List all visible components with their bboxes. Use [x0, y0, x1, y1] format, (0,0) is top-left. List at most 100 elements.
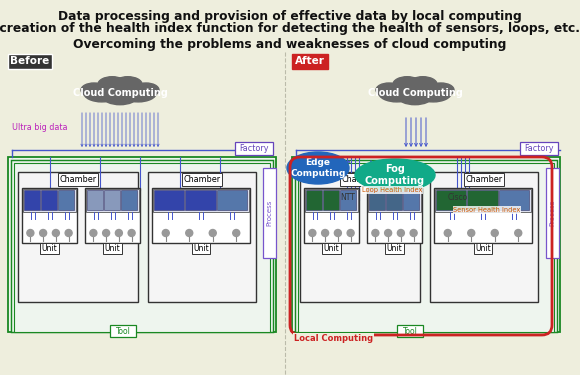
- Ellipse shape: [98, 77, 126, 92]
- Bar: [340, 190, 356, 210]
- Bar: [434, 188, 532, 243]
- Circle shape: [335, 230, 342, 237]
- Bar: [217, 190, 247, 210]
- Bar: [304, 188, 359, 243]
- Text: Overcoming the problems and weaknesses of cloud computing: Overcoming the problems and weaknesses o…: [73, 38, 507, 51]
- Bar: [235, 142, 273, 155]
- Text: Factory: Factory: [524, 144, 554, 153]
- Text: Data processing and provision of effective data by local computing: Data processing and provision of effecti…: [58, 10, 522, 23]
- Ellipse shape: [379, 84, 415, 102]
- Ellipse shape: [408, 77, 437, 92]
- Bar: [186, 190, 216, 210]
- Circle shape: [444, 230, 451, 237]
- Bar: [295, 160, 557, 332]
- Text: NTT: NTT: [340, 193, 356, 202]
- Text: Process: Process: [549, 200, 556, 226]
- Text: Cloud Computing: Cloud Computing: [368, 88, 462, 98]
- Bar: [23, 189, 76, 212]
- Bar: [121, 190, 137, 210]
- Ellipse shape: [393, 77, 422, 92]
- Bar: [292, 54, 328, 69]
- Text: Sensor Health Index: Sensor Health Index: [454, 207, 521, 213]
- Text: Chamber: Chamber: [59, 175, 96, 184]
- Bar: [148, 172, 256, 302]
- Bar: [467, 190, 498, 210]
- Ellipse shape: [398, 89, 432, 105]
- Circle shape: [128, 230, 135, 237]
- Bar: [263, 168, 276, 258]
- Bar: [436, 190, 466, 210]
- Circle shape: [410, 230, 417, 237]
- Ellipse shape: [376, 83, 402, 97]
- Bar: [292, 157, 560, 332]
- Ellipse shape: [133, 83, 159, 97]
- Bar: [397, 325, 423, 337]
- Bar: [85, 188, 140, 243]
- Circle shape: [186, 230, 193, 237]
- Text: Edge
Computing: Edge Computing: [291, 158, 346, 178]
- Text: Before: Before: [10, 57, 50, 66]
- Circle shape: [491, 230, 498, 237]
- Ellipse shape: [355, 159, 435, 191]
- Circle shape: [233, 230, 240, 237]
- Bar: [152, 188, 250, 243]
- Text: Chamber: Chamber: [342, 175, 379, 184]
- Bar: [367, 188, 422, 243]
- Bar: [153, 189, 249, 212]
- Text: Process: Process: [266, 200, 273, 226]
- Bar: [386, 190, 402, 210]
- Circle shape: [52, 230, 59, 237]
- Ellipse shape: [81, 83, 107, 97]
- Bar: [323, 190, 339, 210]
- Ellipse shape: [84, 84, 120, 102]
- Text: Chamber: Chamber: [183, 175, 220, 184]
- Text: Cisco: Cisco: [448, 193, 468, 202]
- Bar: [305, 189, 358, 212]
- Bar: [403, 190, 419, 210]
- Bar: [104, 190, 120, 210]
- Bar: [300, 172, 420, 302]
- Bar: [41, 190, 57, 210]
- Ellipse shape: [114, 77, 142, 92]
- Circle shape: [65, 230, 72, 237]
- Text: Loop Health Index: Loop Health Index: [362, 187, 422, 193]
- Bar: [87, 190, 103, 210]
- Ellipse shape: [389, 79, 441, 101]
- Text: Unit: Unit: [324, 244, 339, 253]
- Ellipse shape: [428, 83, 454, 97]
- Text: Cloud Computing: Cloud Computing: [72, 88, 168, 98]
- Bar: [520, 142, 558, 155]
- Bar: [22, 188, 77, 243]
- Circle shape: [209, 230, 216, 237]
- Text: Unit: Unit: [387, 244, 403, 253]
- Bar: [8, 54, 52, 69]
- Circle shape: [103, 230, 110, 237]
- Circle shape: [27, 230, 34, 237]
- Ellipse shape: [94, 79, 146, 101]
- Bar: [11, 160, 273, 332]
- Bar: [8, 157, 276, 332]
- Bar: [298, 163, 554, 332]
- Bar: [546, 168, 559, 258]
- Ellipse shape: [120, 84, 157, 102]
- Text: Unit: Unit: [104, 244, 121, 253]
- Circle shape: [347, 230, 354, 237]
- Text: Unit: Unit: [193, 244, 209, 253]
- Text: Factory: Factory: [239, 144, 269, 153]
- Circle shape: [90, 230, 97, 237]
- Text: Ultra big data: Ultra big data: [12, 123, 67, 132]
- Bar: [18, 172, 138, 302]
- Circle shape: [309, 230, 316, 237]
- Bar: [110, 325, 136, 337]
- Text: Chamber: Chamber: [465, 175, 502, 184]
- Bar: [14, 163, 270, 332]
- Circle shape: [385, 230, 392, 237]
- Text: (creation of the health index function for detecting the health of sensors, loop: (creation of the health index function f…: [0, 22, 580, 35]
- Circle shape: [322, 230, 329, 237]
- Bar: [368, 189, 421, 212]
- Bar: [499, 190, 529, 210]
- Circle shape: [467, 230, 475, 237]
- Bar: [86, 189, 139, 212]
- Circle shape: [162, 230, 169, 237]
- Circle shape: [372, 230, 379, 237]
